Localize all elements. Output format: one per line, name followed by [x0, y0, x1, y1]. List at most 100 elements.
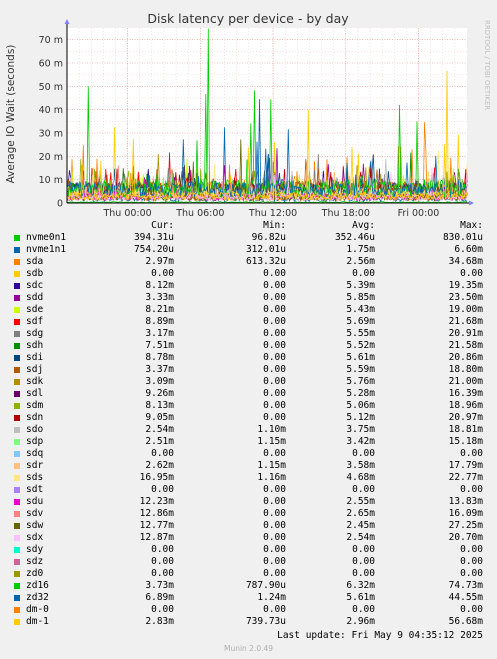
series-line	[66, 70, 468, 202]
legend-cur: 12.87m	[139, 532, 174, 543]
legend-min: 613.32u	[245, 256, 286, 267]
legend-name: sdm	[26, 400, 44, 411]
legend-max: 20.91m	[448, 328, 483, 339]
legend-row: sdr 2.62m 1.15m 3.58m 17.79m	[0, 460, 497, 472]
legend-min: 0.00	[263, 508, 286, 519]
legend-avg: 6.32m	[346, 580, 375, 591]
legend-max: 20.70m	[448, 532, 483, 543]
legend-min: 0.00	[263, 544, 286, 555]
col-max: Max:	[460, 220, 483, 231]
legend-max: 17.79m	[448, 460, 483, 471]
legend-cur: 3.73m	[145, 580, 174, 591]
legend-max: 56.68m	[448, 616, 483, 627]
legend-cur: 2.54m	[145, 424, 174, 435]
legend-min: 1.15m	[257, 460, 286, 471]
legend-name: sda	[26, 256, 44, 267]
legend-swatch	[14, 295, 20, 301]
legend-min: 0.00	[263, 484, 286, 495]
legend-avg: 0.00	[352, 604, 375, 615]
legend-avg: 5.76m	[346, 376, 375, 387]
legend-min: 312.01u	[245, 244, 286, 255]
legend-min: 0.00	[263, 352, 286, 363]
legend-min: 787.90u	[245, 580, 286, 591]
legend-swatch	[14, 415, 20, 421]
legend-swatch	[14, 559, 20, 565]
legend-row: sdz 0.00 0.00 0.00 0.00	[0, 556, 497, 568]
legend-name: sdh	[26, 340, 44, 351]
legend-cur: 0.00	[151, 544, 174, 555]
legend-row: sdd 3.33m 0.00 5.85m 23.50m	[0, 292, 497, 304]
legend-name: sdt	[26, 484, 44, 495]
legend-min: 0.00	[263, 280, 286, 291]
legend-min: 0.00	[263, 412, 286, 423]
legend-avg: 1.75m	[346, 244, 375, 255]
legend-avg: 5.52m	[346, 340, 375, 351]
legend-min: 0.00	[263, 292, 286, 303]
legend-avg: 0.00	[352, 568, 375, 579]
y-axis-label: Average IO Wait (seconds)	[5, 45, 17, 184]
series-line	[67, 28, 468, 198]
legend-max: 20.97m	[448, 412, 483, 423]
legend-row: sdp 2.51m 1.15m 3.42m 15.18m	[0, 436, 497, 448]
legend-avg: 2.65m	[346, 508, 375, 519]
series-line	[66, 99, 468, 200]
legend-cur: 3.37m	[145, 364, 174, 375]
legend-max: 0.00	[460, 604, 483, 615]
legend-row: sdm 8.13m 0.00 5.06m 18.96m	[0, 400, 497, 412]
legend-row: sds 16.95m 1.16m 4.68m 22.77m	[0, 472, 497, 484]
legend-min: 0.00	[263, 532, 286, 543]
col-min: Min:	[263, 220, 286, 231]
legend-avg: 3.75m	[346, 424, 375, 435]
legend-min: 0.00	[263, 448, 286, 459]
legend-max: 16.39m	[448, 388, 483, 399]
legend-min: 1.15m	[257, 436, 286, 447]
legend-max: 13.83m	[448, 496, 483, 507]
legend-cur: 394.31u	[133, 232, 174, 243]
legend-row: nvme0n1 394.31u 96.82u 352.46u 830.01u	[0, 232, 497, 244]
legend-cur: 3.33m	[145, 292, 174, 303]
legend-max: 0.00	[460, 268, 483, 279]
legend-row: sdc 8.12m 0.00 5.39m 19.35m	[0, 280, 497, 292]
legend-rows: nvme0n1 394.31u 96.82u 352.46u 830.01u nvme1n…	[0, 232, 497, 628]
col-avg: Avg:	[352, 220, 375, 231]
x-axis-arrow-icon	[469, 200, 474, 206]
legend-avg: 5.59m	[346, 364, 375, 375]
legend-avg: 0.00	[352, 268, 375, 279]
legend-name: sdj	[26, 364, 44, 375]
munin-version: Munin 2.0.49	[223, 644, 274, 653]
legend-min: 0.00	[263, 328, 286, 339]
legend-row: nvme1n1 754.20u 312.01u 1.75m 6.60m	[0, 244, 497, 256]
legend-max: 74.73m	[448, 580, 483, 591]
legend-max: 0.00	[460, 544, 483, 555]
x-tick-label: Thu 18:00	[321, 208, 370, 219]
legend-max: 22.77m	[448, 472, 483, 483]
legend-name: nvme1n1	[26, 244, 67, 255]
legend-cur: 0.00	[151, 604, 174, 615]
legend: Cur: Min: Avg: Max: nvme0n1 394.31u 96.82u…	[0, 220, 497, 628]
legend-row: sdx 12.87m 0.00 2.54m 20.70m	[0, 532, 497, 544]
legend-cur: 8.89m	[145, 316, 174, 327]
y-tick-label: 20 m	[39, 152, 63, 163]
legend-row: sdv 12.86m 0.00 2.65m 16.09m	[0, 508, 497, 520]
legend-max: 0.00	[460, 568, 483, 579]
legend-row: sdn 9.05m 0.00 5.12m 20.97m	[0, 412, 497, 424]
legend-name: zd0	[26, 568, 44, 579]
legend-avg: 5.61m	[346, 352, 375, 363]
legend-cur: 12.23m	[139, 496, 174, 507]
legend-cur: 9.05m	[145, 412, 174, 423]
legend-swatch	[14, 379, 20, 385]
legend-avg: 3.58m	[346, 460, 375, 471]
legend-row: sdo 2.54m 1.10m 3.75m 18.81m	[0, 424, 497, 436]
legend-max: 0.00	[460, 448, 483, 459]
legend-cur: 2.62m	[145, 460, 174, 471]
legend-min: 0.00	[263, 340, 286, 351]
legend-name: sdc	[26, 280, 44, 291]
legend-avg: 5.43m	[346, 304, 375, 315]
legend-name: sdg	[26, 328, 44, 339]
legend-min: 0.00	[263, 268, 286, 279]
series-line	[66, 154, 468, 202]
legend-name: sdi	[26, 352, 44, 363]
legend-row: sda 2.97m 613.32u 2.56m 34.68m	[0, 256, 497, 268]
legend-name: sdr	[26, 460, 44, 471]
legend-name: sdf	[26, 316, 44, 327]
